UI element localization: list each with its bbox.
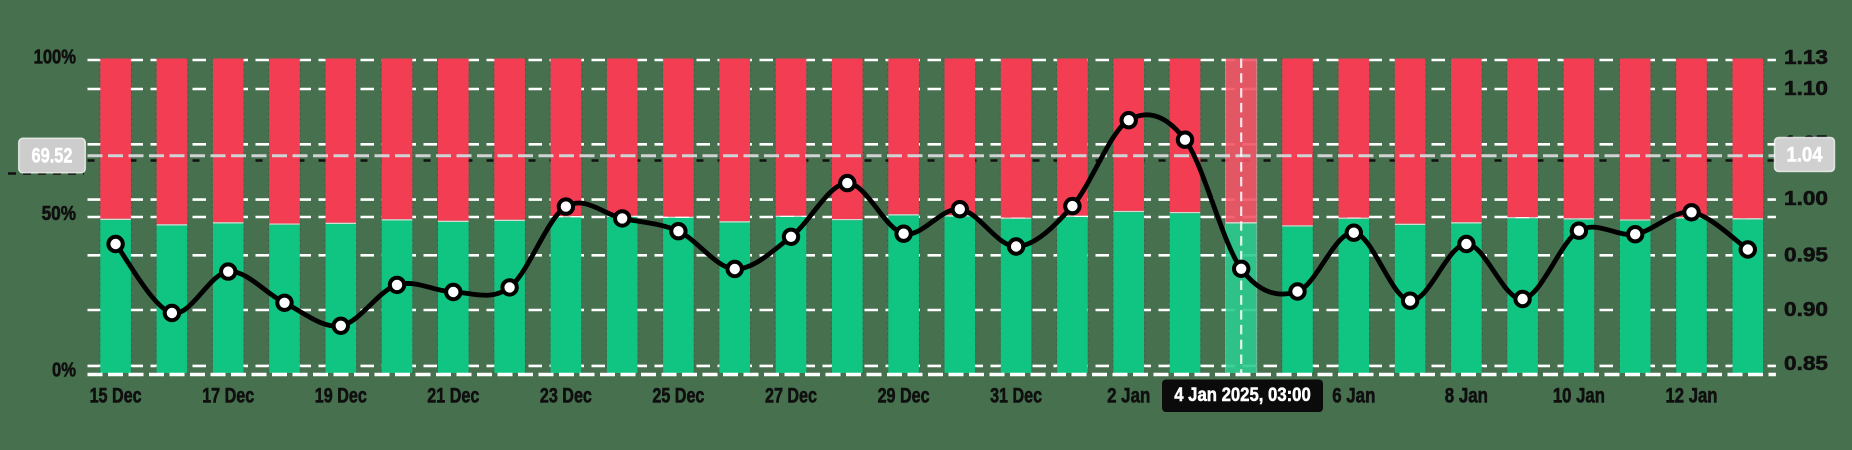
svg-text:8 Jan: 8 Jan (1445, 384, 1488, 408)
svg-text:1.04: 1.04 (1787, 144, 1823, 167)
svg-text:0.85: 0.85 (1784, 352, 1828, 375)
svg-text:6 Jan: 6 Jan (1332, 384, 1375, 408)
svg-text:0.95: 0.95 (1784, 244, 1828, 267)
svg-text:15 Dec: 15 Dec (90, 384, 142, 408)
svg-text:1.00: 1.00 (1784, 187, 1828, 210)
svg-text:0.90: 0.90 (1784, 298, 1828, 321)
svg-text:50%: 50% (42, 203, 77, 225)
svg-text:17 Dec: 17 Dec (202, 384, 254, 408)
svg-text:25 Dec: 25 Dec (652, 384, 704, 408)
svg-text:29 Dec: 29 Dec (878, 384, 930, 408)
svg-text:12 Jan: 12 Jan (1666, 384, 1718, 408)
svg-text:23 Dec: 23 Dec (540, 384, 592, 408)
svg-text:19 Dec: 19 Dec (315, 384, 367, 408)
svg-text:0%: 0% (52, 359, 76, 381)
svg-text:31 Dec: 31 Dec (990, 384, 1042, 408)
svg-text:69.52: 69.52 (32, 145, 73, 168)
svg-text:21 Dec: 21 Dec (427, 384, 479, 408)
svg-text:2 Jan: 2 Jan (1107, 384, 1150, 408)
svg-text:1.10: 1.10 (1784, 77, 1828, 100)
svg-text:10 Jan: 10 Jan (1553, 384, 1605, 408)
svg-text:27 Dec: 27 Dec (765, 384, 817, 408)
svg-text:100%: 100% (34, 46, 77, 68)
svg-text:1.13: 1.13 (1784, 46, 1828, 69)
svg-text:4 Jan 2025, 03:00: 4 Jan 2025, 03:00 (1174, 385, 1311, 406)
